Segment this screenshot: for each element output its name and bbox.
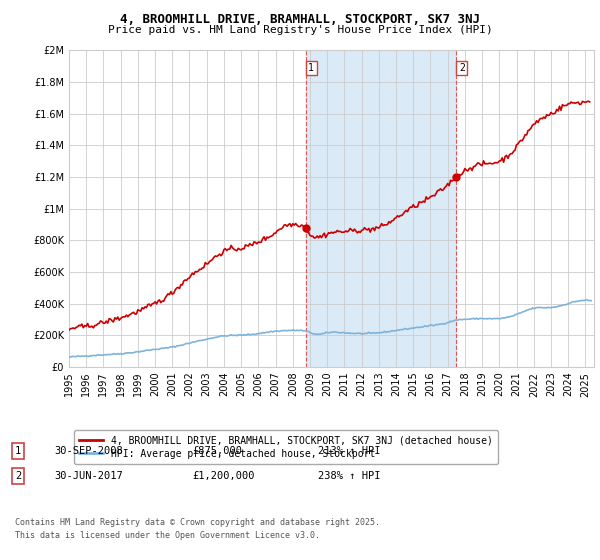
Text: 30-SEP-2008: 30-SEP-2008 [54, 446, 123, 456]
Text: Price paid vs. HM Land Registry's House Price Index (HPI): Price paid vs. HM Land Registry's House … [107, 25, 493, 35]
Text: 30-JUN-2017: 30-JUN-2017 [54, 471, 123, 481]
Text: £875,000: £875,000 [192, 446, 242, 456]
Text: 2: 2 [15, 471, 21, 481]
Text: £1,200,000: £1,200,000 [192, 471, 254, 481]
Text: 4, BROOMHILL DRIVE, BRAMHALL, STOCKPORT, SK7 3NJ: 4, BROOMHILL DRIVE, BRAMHALL, STOCKPORT,… [120, 13, 480, 26]
Text: 2: 2 [459, 63, 465, 73]
Legend: 4, BROOMHILL DRIVE, BRAMHALL, STOCKPORT, SK7 3NJ (detached house), HPI: Average : 4, BROOMHILL DRIVE, BRAMHALL, STOCKPORT,… [74, 430, 497, 464]
Text: 1: 1 [308, 63, 314, 73]
Text: 1: 1 [15, 446, 21, 456]
Bar [305, 50, 456, 367]
Text: 238% ↑ HPI: 238% ↑ HPI [318, 471, 380, 481]
Text: 213% ↑ HPI: 213% ↑ HPI [318, 446, 380, 456]
Text: Contains HM Land Registry data © Crown copyright and database right 2025.
This d: Contains HM Land Registry data © Crown c… [15, 519, 380, 540]
